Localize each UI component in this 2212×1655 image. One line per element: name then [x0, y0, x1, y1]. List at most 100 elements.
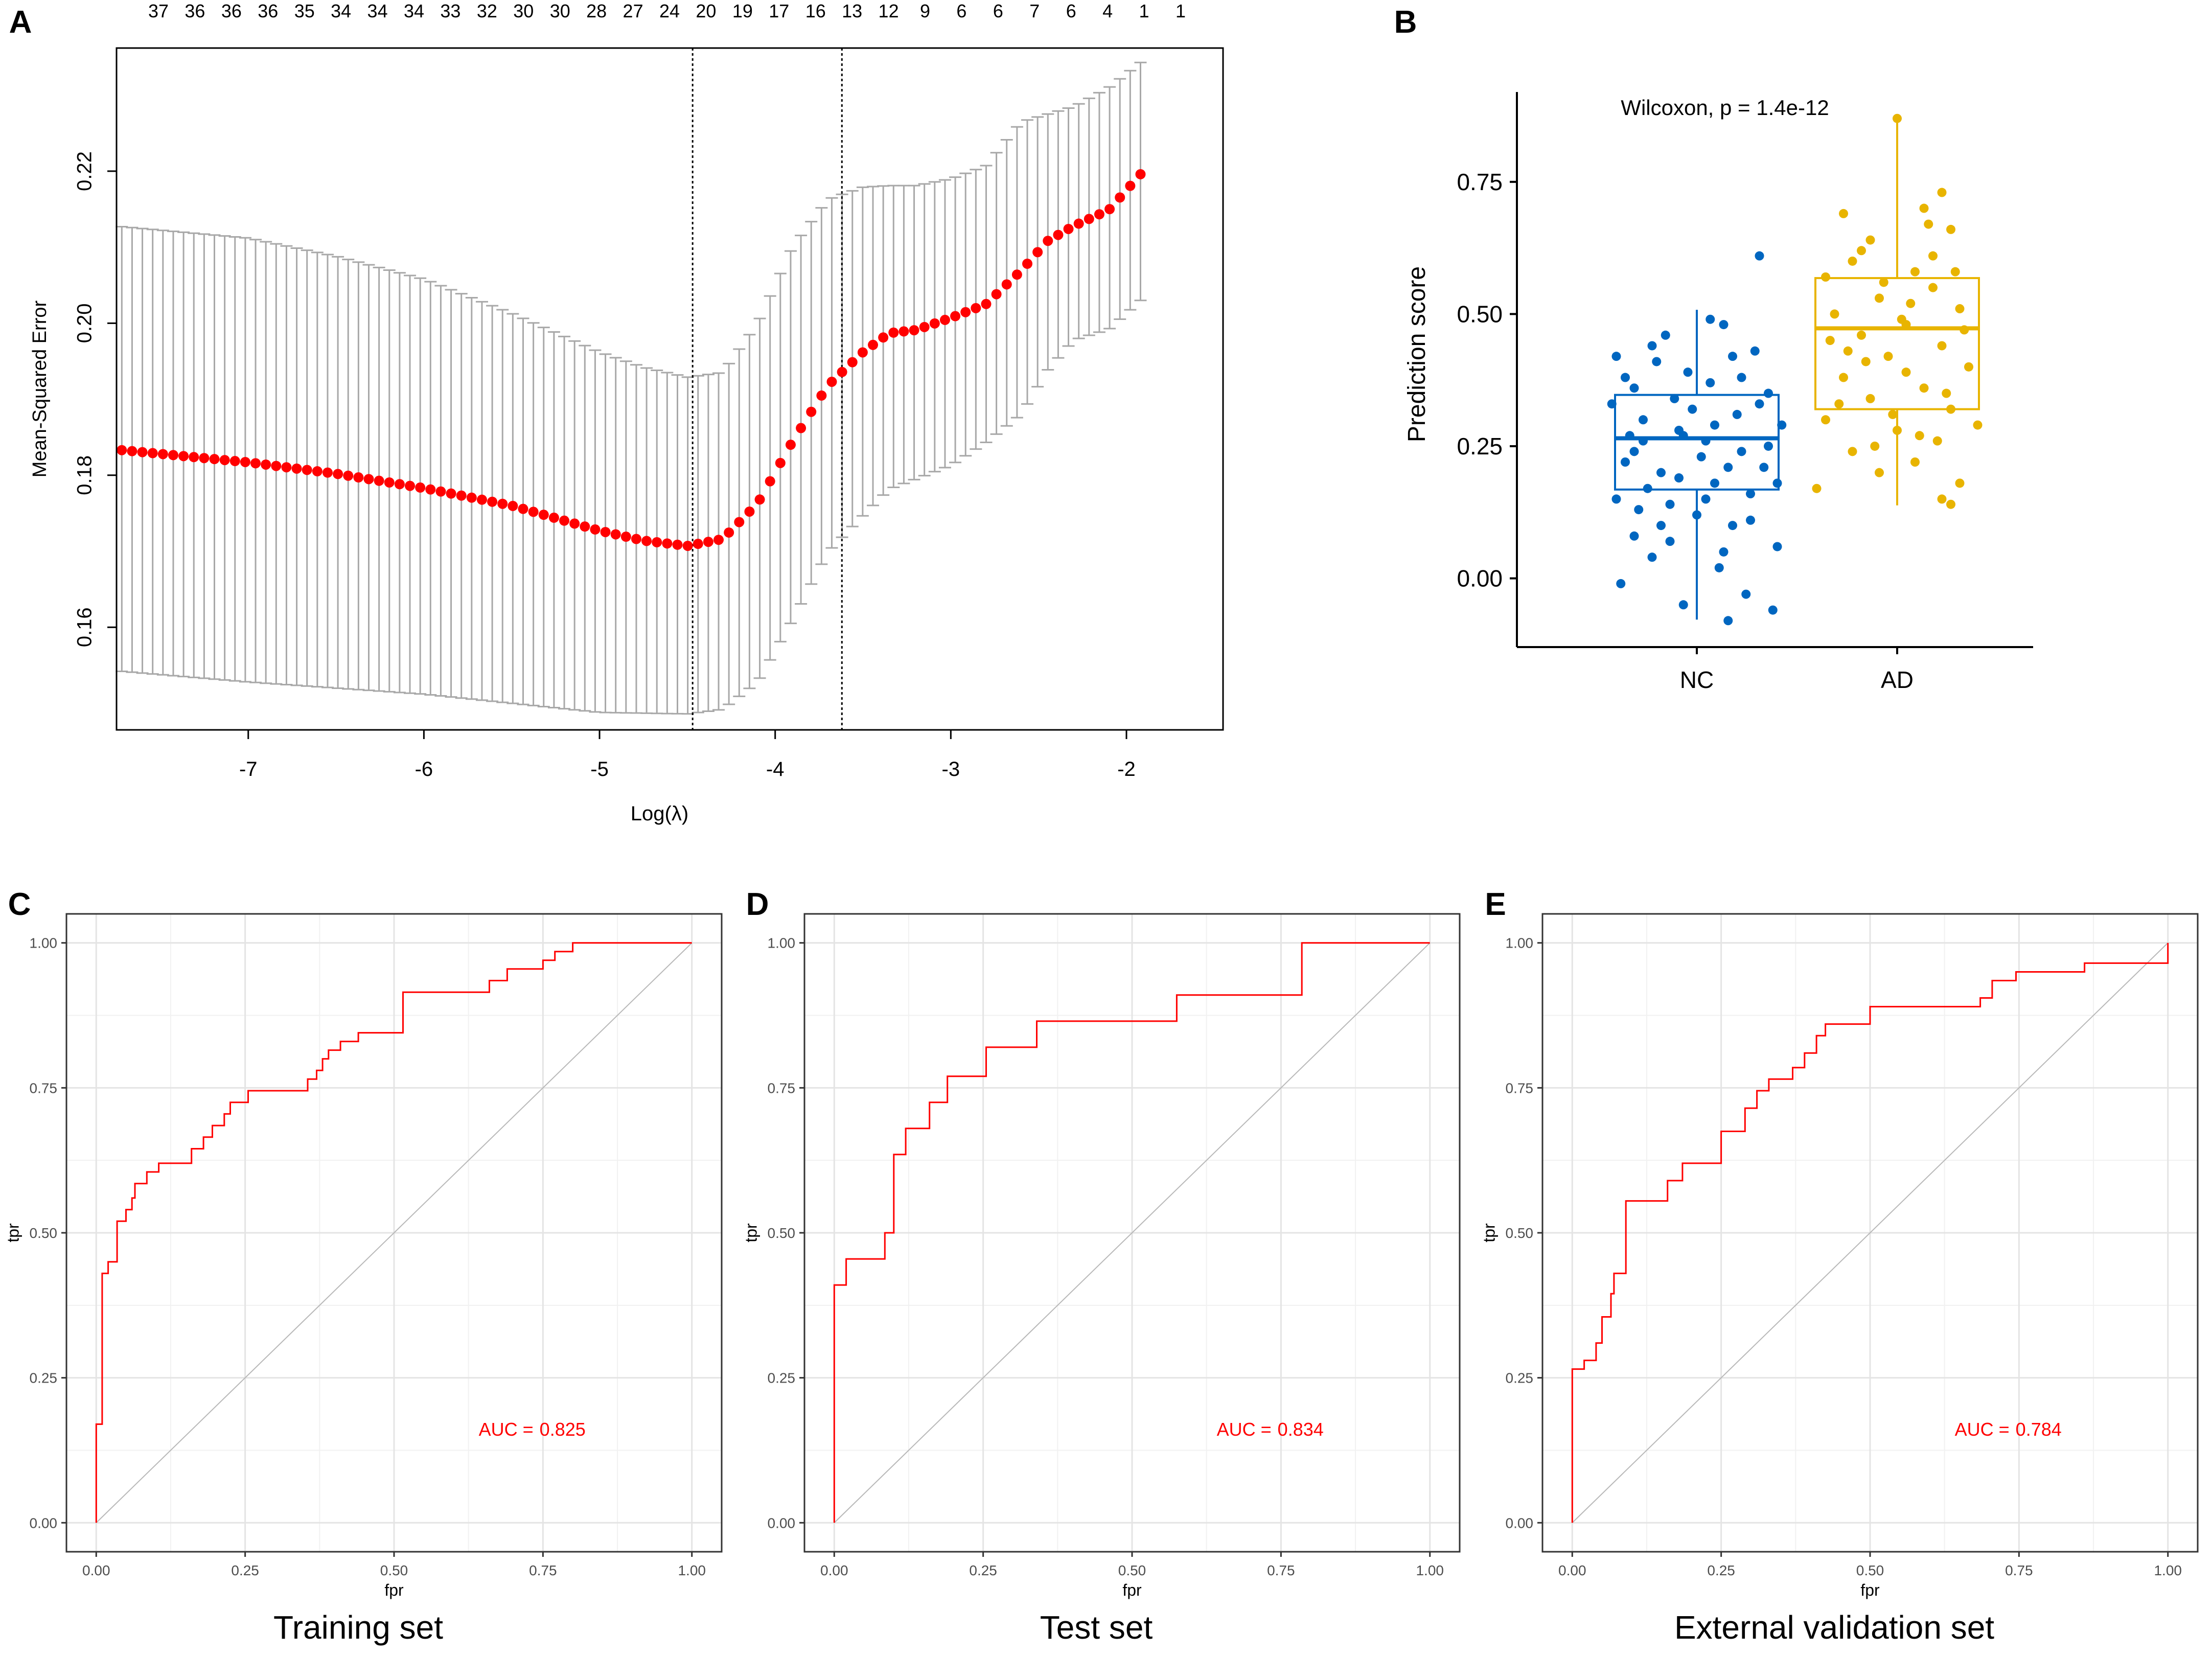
data-point — [1755, 399, 1764, 409]
data-point — [1696, 452, 1706, 462]
panel-letter: E — [1485, 887, 1506, 922]
data-point — [1665, 499, 1675, 509]
y-tick-label: 0.25 — [1457, 433, 1503, 459]
mse-point — [1104, 204, 1115, 215]
data-point — [1629, 531, 1639, 541]
x-axis-label: fpr — [1122, 1581, 1142, 1599]
x-tick-label: 1.00 — [1416, 1562, 1444, 1578]
data-point — [1928, 283, 1938, 292]
mse-point — [147, 448, 158, 458]
panel-letter: C — [8, 887, 31, 922]
auc-value: 0.784 — [2016, 1419, 2062, 1440]
mse-point — [353, 472, 364, 483]
data-point — [1942, 388, 1951, 398]
data-point — [1861, 357, 1871, 366]
data-point — [1764, 388, 1773, 398]
panel-letter: D — [746, 887, 769, 922]
diagonal-reference — [1572, 943, 2169, 1523]
data-point — [1710, 420, 1719, 430]
auc-label: AUC = — [1955, 1419, 2010, 1440]
top-axis-label: 6 — [993, 1, 1003, 21]
data-point — [1865, 235, 1875, 245]
panel-caption: External validation set — [1674, 1609, 1994, 1646]
top-axis-label: 30 — [550, 1, 570, 21]
mse-point — [713, 535, 724, 545]
top-axis-label: 6 — [1066, 1, 1076, 21]
data-point — [1746, 515, 1755, 525]
mse-point — [178, 451, 189, 462]
y-tick-label: 0.25 — [1506, 1370, 1534, 1386]
mse-point — [1032, 247, 1043, 258]
mse-point — [189, 452, 199, 463]
data-point — [1777, 420, 1787, 430]
y-tick-label: 0.75 — [1506, 1080, 1534, 1096]
data-point — [1737, 373, 1746, 382]
top-axis-label: 34 — [404, 1, 424, 21]
x-tick-label: -2 — [1117, 758, 1136, 780]
data-point — [1683, 367, 1693, 377]
mse-point — [394, 479, 405, 490]
mse-point — [384, 477, 395, 488]
data-point — [1768, 605, 1778, 615]
data-point — [1910, 457, 1920, 467]
mse-point — [785, 440, 796, 450]
x-tick-label: 0.75 — [2005, 1562, 2033, 1578]
x-tick-label: 0.25 — [1707, 1562, 1735, 1578]
top-axis-label: 35 — [294, 1, 315, 21]
x-tick-label: 1.00 — [2154, 1562, 2182, 1578]
mse-point — [1053, 229, 1064, 240]
mse-point — [291, 463, 302, 474]
x-tick-label: -6 — [415, 758, 433, 780]
data-point — [1759, 463, 1769, 472]
x-tick-label: -4 — [766, 758, 785, 780]
box-iqr — [1814, 277, 1980, 410]
mse-point — [847, 357, 858, 367]
mse-point — [168, 450, 178, 461]
top-axis-label: 30 — [513, 1, 534, 21]
data-point — [1883, 352, 1893, 361]
mse-point — [157, 449, 168, 459]
data-point — [1834, 399, 1844, 409]
mse-point — [559, 515, 570, 526]
data-point — [1821, 415, 1830, 425]
data-point — [1946, 404, 1955, 414]
mse-point — [662, 538, 673, 549]
data-point — [1755, 251, 1764, 261]
data-point — [1719, 320, 1729, 330]
data-point — [1656, 468, 1666, 477]
data-point — [1607, 399, 1617, 409]
data-point — [1937, 341, 1947, 351]
mse-point — [950, 311, 961, 321]
data-point — [1870, 441, 1880, 451]
panel-a: A -7 -6 -5 -4 -3 -2 0.16 0.18 0.20 0.22 37 36 36 36 35 3… — [9, 1, 1224, 825]
mse-point — [765, 476, 775, 487]
y-axis-label: Prediction score — [1403, 266, 1431, 442]
mse-point — [240, 456, 250, 467]
data-point — [1772, 542, 1782, 551]
mse-point — [1115, 192, 1125, 203]
panel-caption: Test set — [1040, 1609, 1153, 1646]
data-point — [1897, 314, 1906, 324]
top-axis-label: 7 — [1029, 1, 1040, 21]
data-point — [1719, 547, 1729, 557]
x-tick-label: AD — [1881, 666, 1914, 693]
top-axis-label: 36 — [185, 1, 205, 21]
mse-point — [590, 524, 601, 535]
y-tick-label: 0.50 — [1457, 301, 1503, 327]
x-tick-label: 0.50 — [380, 1562, 408, 1578]
top-axis-label: 13 — [842, 1, 862, 21]
data-point — [1937, 494, 1947, 504]
mse-point — [1125, 180, 1136, 191]
x-tick-label: 0.00 — [1558, 1562, 1586, 1578]
mse-point — [548, 512, 559, 523]
data-point — [1848, 447, 1857, 456]
data-point — [1932, 436, 1942, 446]
top-axis-label: 9 — [920, 1, 930, 21]
mse-point — [446, 488, 456, 499]
top-axis-label: 24 — [659, 1, 680, 21]
data-point — [1857, 246, 1866, 256]
x-tick-label: -5 — [590, 758, 609, 780]
data-point — [1955, 478, 1965, 488]
mse-point — [508, 500, 518, 511]
mse-point — [682, 540, 693, 551]
